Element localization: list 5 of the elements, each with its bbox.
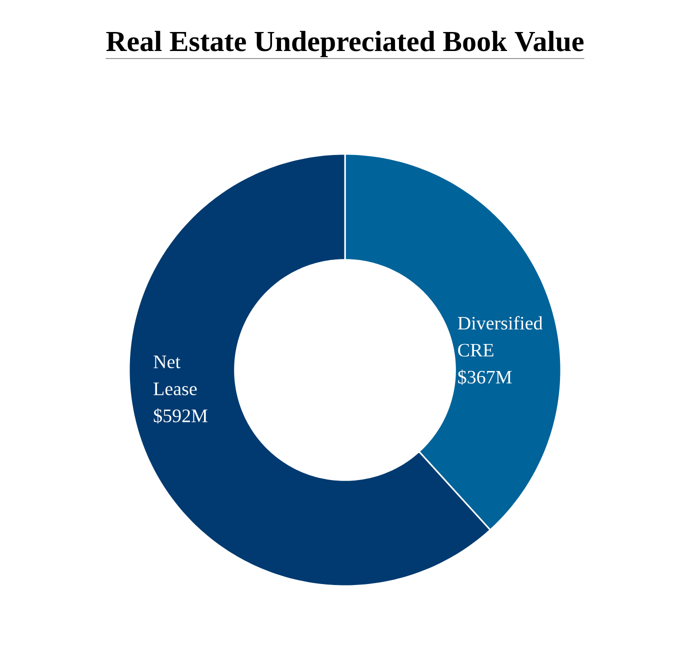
chart-title: Real Estate Undepreciated Book Value	[106, 30, 584, 58]
data-label: $367M	[458, 370, 512, 385]
slice-label: Diversified CRE	[458, 316, 543, 357]
slice-label: Net Lease	[154, 356, 197, 396]
data-label: $592M	[154, 408, 208, 424]
